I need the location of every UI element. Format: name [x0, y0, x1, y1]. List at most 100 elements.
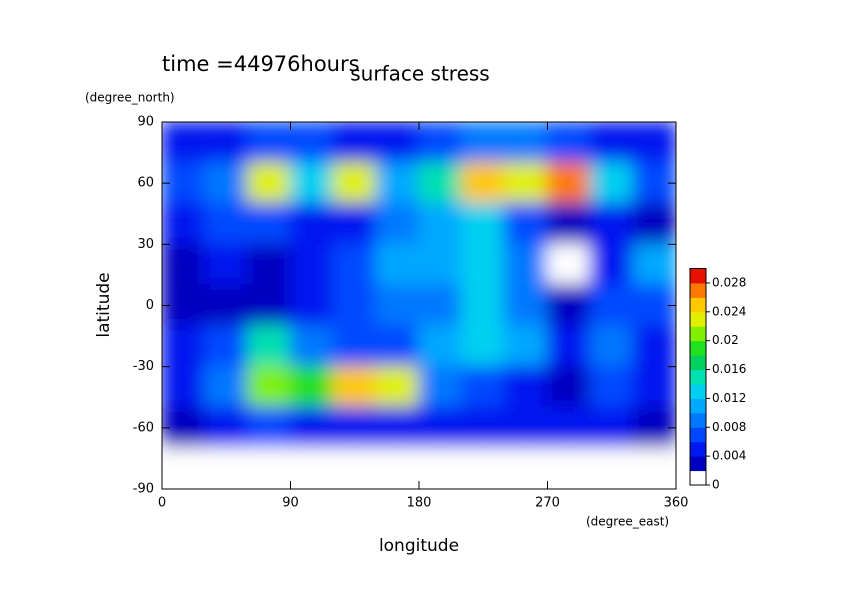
heat-cell — [203, 243, 249, 287]
heat-cell — [375, 324, 420, 368]
colorbar-tick-label: 0.008 — [712, 420, 746, 434]
heat-cell — [375, 202, 420, 246]
heat-cell — [375, 284, 420, 327]
heat-cell — [460, 447, 506, 489]
heat-cell — [589, 161, 635, 205]
heat-cell — [203, 324, 249, 368]
heat-cell — [546, 161, 592, 205]
heat-cell — [589, 324, 635, 368]
heat-cell — [162, 365, 206, 409]
heat-cell — [289, 365, 335, 409]
heat-cell — [632, 202, 676, 246]
heat-cell — [162, 447, 206, 489]
heat-cell — [246, 447, 292, 489]
heat-cell — [246, 284, 292, 327]
heat-cell — [460, 324, 506, 368]
heat-cell — [289, 161, 335, 205]
colorbar-swatch — [690, 297, 706, 313]
field — [162, 122, 676, 489]
heat-cell — [632, 243, 676, 287]
heat-cell — [546, 324, 592, 368]
heat-cell — [246, 122, 292, 164]
heat-cell — [418, 243, 463, 287]
y-axis-label: latitude — [94, 272, 114, 337]
heat-cell — [162, 202, 206, 246]
heat-cell — [289, 122, 335, 164]
colorbar-tick-label: 0.02 — [712, 333, 739, 347]
heat-cell — [418, 122, 463, 164]
heat-cell — [203, 161, 249, 205]
heat-cell — [332, 447, 378, 489]
y-tick-label: 90 — [137, 115, 154, 130]
heat-cell — [460, 284, 506, 327]
heat-cell — [203, 406, 249, 450]
heat-cell — [375, 161, 420, 205]
colorbar-tick-label: 0.016 — [712, 362, 746, 376]
heat-cell — [546, 406, 592, 450]
heat-cell — [246, 406, 292, 450]
heat-cell — [503, 324, 549, 368]
heat-cell — [332, 365, 378, 409]
colorbar-swatch — [690, 456, 706, 472]
heat-cell — [332, 284, 378, 327]
heat-cell — [375, 406, 420, 450]
heat-cell — [332, 406, 378, 450]
chart-title: surface stress — [350, 62, 489, 86]
colorbar-swatch — [690, 311, 706, 327]
colorbar-swatch — [690, 282, 706, 298]
heat-cell — [246, 365, 292, 409]
heat-cell — [589, 284, 635, 327]
colorbar-swatch — [690, 355, 706, 371]
heat-cell — [503, 447, 549, 489]
heat-cell — [460, 406, 506, 450]
heat-cell — [289, 324, 335, 368]
heat-cell — [375, 447, 420, 489]
heat-cell — [203, 202, 249, 246]
colorbar-swatch — [690, 427, 706, 443]
colorbar-swatch — [690, 340, 706, 356]
y-tick-label: 0 — [146, 298, 154, 313]
heat-cell — [546, 202, 592, 246]
heat-cell — [589, 122, 635, 164]
x-tick-label: 270 — [535, 496, 560, 511]
x-tick-label: 0 — [158, 496, 166, 511]
x-tick-label: 360 — [664, 496, 689, 511]
heat-cell — [332, 122, 378, 164]
heat-cell — [503, 161, 549, 205]
heat-cell — [589, 243, 635, 287]
heat-cell — [460, 122, 506, 164]
heat-cell — [375, 365, 420, 409]
y-tick-label: -30 — [133, 359, 154, 374]
colorbar-tick-label: 0 — [712, 478, 720, 492]
heat-cell — [289, 447, 335, 489]
heat-cell — [460, 243, 506, 287]
colorbar-frame — [689, 268, 707, 486]
heat-cell — [418, 161, 463, 205]
colorbar-swatch — [690, 441, 706, 457]
heat-cell — [460, 161, 506, 205]
heat-cell — [289, 202, 335, 246]
heat-cell — [203, 447, 249, 489]
heat-cell — [332, 243, 378, 287]
heat-cell — [589, 406, 635, 450]
heat-cell — [332, 202, 378, 246]
heat-cell — [546, 243, 592, 287]
y-units: (degree_north) — [85, 91, 175, 105]
x-units: (degree_east) — [586, 515, 669, 529]
heat-cell — [289, 406, 335, 450]
x-axis-label: longitude — [379, 536, 459, 556]
x-tick-label: 180 — [407, 496, 432, 511]
heat-cell — [460, 365, 506, 409]
heat-cell — [289, 284, 335, 327]
heat-cell — [632, 447, 676, 489]
colorbar-swatch — [690, 383, 706, 399]
heat-cell — [289, 243, 335, 287]
colorbar-swatch — [690, 369, 706, 385]
colorbar-tick-label: 0.028 — [712, 275, 746, 289]
cells — [162, 122, 676, 489]
heat-cell — [418, 365, 463, 409]
x-tick-label: 90 — [282, 496, 299, 511]
heat-cell — [332, 324, 378, 368]
heat-cell — [503, 122, 549, 164]
